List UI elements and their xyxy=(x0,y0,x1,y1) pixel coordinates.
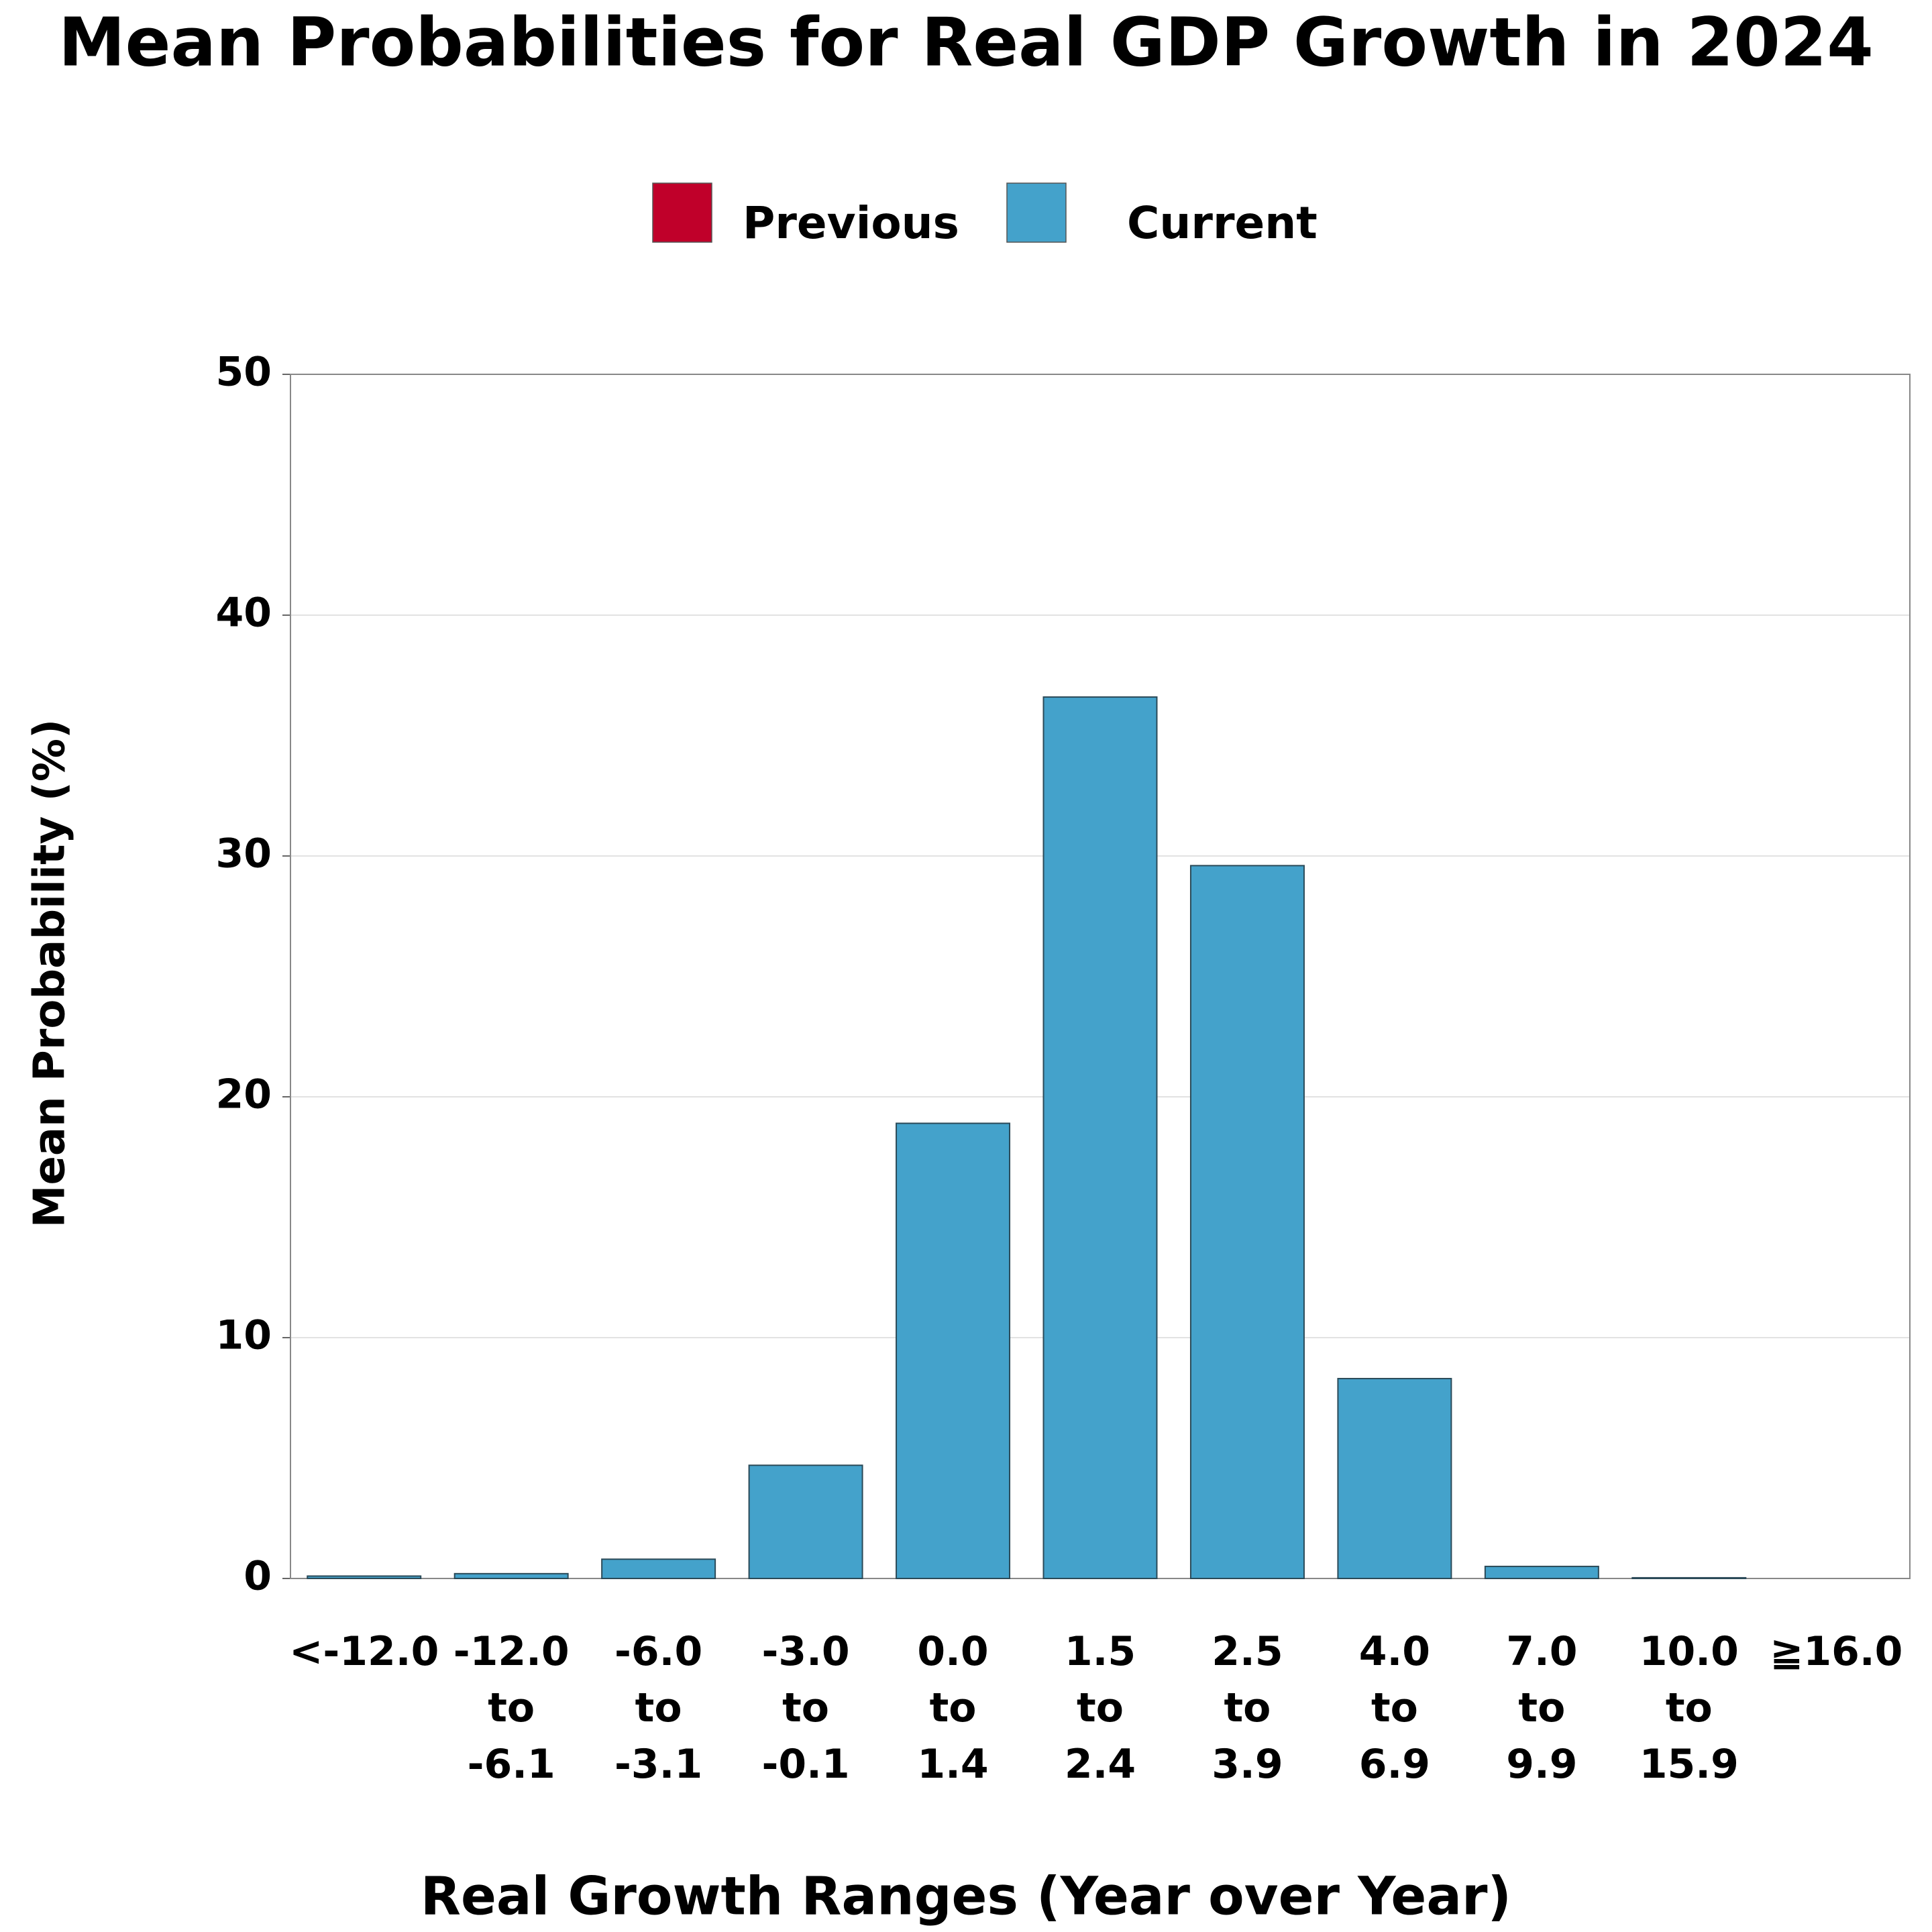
x-tick-label: -6.0 to -3.1 xyxy=(614,1628,702,1788)
x-tick-label: -3.0 to -0.1 xyxy=(761,1628,849,1788)
x-tick-line: -0.1 xyxy=(761,1741,849,1788)
x-tick-label: 10.0 to 15.9 xyxy=(1640,1628,1739,1788)
x-tick-label: ≧16.0 xyxy=(1770,1628,1902,1675)
x-tick-line: 6.9 xyxy=(1359,1741,1430,1788)
bar xyxy=(453,1572,569,1580)
legend-label: Current xyxy=(1127,197,1318,249)
legend-label: Previous xyxy=(743,197,959,249)
x-tick-line: to xyxy=(1224,1684,1271,1731)
bar xyxy=(307,1575,422,1579)
x-tick-label: 4.0 to 6.9 xyxy=(1359,1628,1430,1788)
x-tick-line: -6.0 xyxy=(614,1628,702,1675)
bar xyxy=(1189,865,1305,1579)
x-tick-label: 1.5 to 2.4 xyxy=(1065,1628,1136,1788)
legend-swatch xyxy=(1006,182,1067,243)
x-tick-line: <-12.0 xyxy=(289,1628,439,1675)
x-tick-line: 3.9 xyxy=(1212,1741,1283,1788)
legend-swatch xyxy=(652,182,712,243)
x-tick-line: -6.1 xyxy=(468,1741,555,1788)
x-tick-line: to xyxy=(635,1684,682,1731)
x-tick-label: 2.5 to 3.9 xyxy=(1212,1628,1283,1788)
x-tick-line: 10.0 xyxy=(1640,1628,1739,1675)
x-axis-label: Real Growth Ranges (Year over Year) xyxy=(421,1866,1511,1927)
x-tick-line: to xyxy=(1371,1684,1418,1731)
x-tick-line: 7.0 xyxy=(1506,1628,1577,1675)
bar xyxy=(896,1122,1011,1579)
y-tick-label: 20 xyxy=(216,1071,272,1118)
x-tick-line: 2.4 xyxy=(1065,1741,1136,1788)
y-tick-label: 40 xyxy=(216,590,272,637)
x-tick-line: to xyxy=(488,1684,535,1731)
x-tick-line: to xyxy=(1518,1684,1565,1731)
x-tick-label: <-12.0 xyxy=(289,1628,439,1675)
x-tick-line: -3.1 xyxy=(614,1741,702,1788)
y-tick-label: 0 xyxy=(244,1553,272,1600)
x-tick-line: 1.5 xyxy=(1065,1628,1136,1675)
x-tick-line: -3.0 xyxy=(761,1628,849,1675)
bar xyxy=(601,1558,716,1580)
x-tick-line: 9.9 xyxy=(1506,1741,1577,1788)
x-tick-line: to xyxy=(782,1684,829,1731)
x-tick-line: 0.0 xyxy=(917,1628,988,1675)
y-tick-label: 50 xyxy=(216,349,272,396)
y-tick-label: 30 xyxy=(216,830,272,877)
y-axis-label: Mean Probability (%) xyxy=(25,719,75,1228)
x-tick-line: to xyxy=(1666,1684,1713,1731)
bar xyxy=(1042,696,1158,1579)
x-tick-line: 4.0 xyxy=(1359,1628,1430,1675)
x-tick-label: 0.0 to 1.4 xyxy=(917,1628,988,1788)
x-tick-line: ≧16.0 xyxy=(1770,1628,1902,1675)
x-tick-label: -12.0 to -6.1 xyxy=(453,1628,570,1788)
x-tick-label: 7.0 to 9.9 xyxy=(1506,1628,1577,1788)
chart-title: Mean Probabilities for Real GDP Growth i… xyxy=(58,3,1874,81)
y-tick-label: 10 xyxy=(216,1312,272,1359)
x-tick-line: 1.4 xyxy=(917,1741,988,1788)
bar xyxy=(748,1464,863,1580)
x-tick-line: 15.9 xyxy=(1640,1741,1739,1788)
x-tick-line: to xyxy=(1077,1684,1124,1731)
x-tick-line: -12.0 xyxy=(453,1628,570,1675)
bar xyxy=(1484,1566,1599,1580)
x-tick-line: 2.5 xyxy=(1212,1628,1283,1675)
bar xyxy=(1337,1378,1452,1580)
x-tick-line: to xyxy=(930,1684,977,1731)
